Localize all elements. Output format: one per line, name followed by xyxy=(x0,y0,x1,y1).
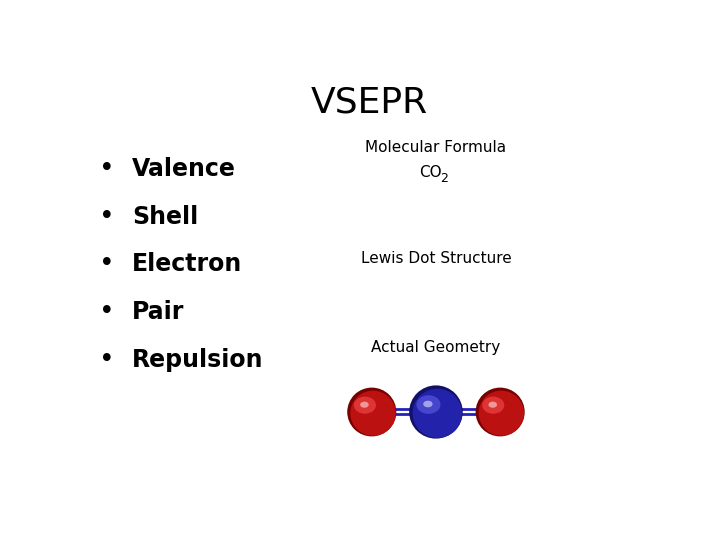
Text: •: • xyxy=(99,299,114,325)
Text: Repulsion: Repulsion xyxy=(132,348,264,372)
Ellipse shape xyxy=(360,402,369,408)
Text: •: • xyxy=(99,347,114,373)
Ellipse shape xyxy=(409,386,463,438)
Text: Valence: Valence xyxy=(132,157,235,181)
Ellipse shape xyxy=(482,396,504,414)
Ellipse shape xyxy=(351,390,396,436)
Text: VSEPR: VSEPR xyxy=(310,85,428,119)
Ellipse shape xyxy=(413,389,462,438)
Text: •: • xyxy=(99,252,114,278)
Text: •: • xyxy=(99,156,114,182)
Text: CO: CO xyxy=(419,165,441,180)
Text: Molecular Formula: Molecular Formula xyxy=(365,140,507,156)
Ellipse shape xyxy=(416,395,441,414)
Text: Pair: Pair xyxy=(132,300,184,324)
Text: Actual Geometry: Actual Geometry xyxy=(372,340,500,355)
Text: Electron: Electron xyxy=(132,252,242,276)
Text: 2: 2 xyxy=(441,172,449,185)
Ellipse shape xyxy=(476,388,525,436)
Text: •: • xyxy=(99,204,114,230)
Ellipse shape xyxy=(488,402,497,408)
Ellipse shape xyxy=(354,396,376,414)
Text: Shell: Shell xyxy=(132,205,198,228)
Ellipse shape xyxy=(423,401,433,407)
Ellipse shape xyxy=(479,390,524,436)
Ellipse shape xyxy=(347,388,396,436)
Text: Lewis Dot Structure: Lewis Dot Structure xyxy=(361,251,511,266)
